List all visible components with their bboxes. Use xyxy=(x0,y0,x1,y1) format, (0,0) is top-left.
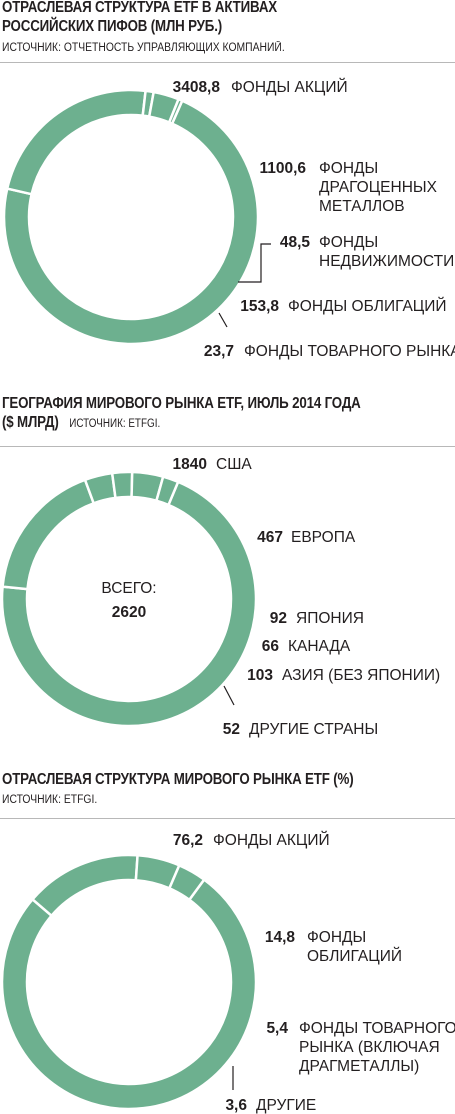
chart-2-labels: 1840 США 467 ЕВРОПА 92 ЯПОНИЯ 66 КАНАДА 103 АЗИЯ … xyxy=(173,456,441,738)
chart-1-category-label-2-line-1: ФОНДЫ xyxy=(319,160,378,177)
chart-2-title: ГЕОГРАФИЯ МИРОВОГО РЫНКА ETF, ИЮЛЬ 2014 … xyxy=(2,394,361,434)
chart-3-title: ОТРАСЛЕВАЯ СТРУКТУРА МИРОВОГО РЫНКА ETF … xyxy=(2,771,354,788)
chart-1-value-label-3: 48,5 xyxy=(280,234,311,251)
chart-3-slice-1 xyxy=(0,877,258,1111)
chart-2-value-label-6: 52 xyxy=(223,721,240,738)
chart-2-value-label-5: 103 xyxy=(247,667,273,684)
chart-2-slice-1 xyxy=(0,480,258,728)
chart-1-value-label-4: 153,8 xyxy=(240,298,279,315)
chart-1-category-label-2-line-3: МЕТАЛЛОВ xyxy=(319,198,405,215)
chart-2-title-line-1: ГЕОГРАФИЯ МИРОВОГО РЫНКА ETF, ИЮЛЬ 2014 … xyxy=(2,395,361,412)
chart-3-value-label-4: 3,6 xyxy=(225,1097,247,1114)
chart-1-category-label-4-line-1: ФОНДЫ ОБЛИГАЦИЙ xyxy=(288,297,447,315)
chart-1-title-line-1: ОТРАСЛЕВАЯ СТРУКТУРА ETF В АКТИВАХ xyxy=(2,0,277,16)
divider-2 xyxy=(0,446,455,447)
chart-3-category-label-3-line-3: ДРАГМЕТАЛЛЫ) xyxy=(299,1058,419,1075)
chart-2-category-label-2-line-1: ЕВРОПА xyxy=(291,529,356,546)
divider-3 xyxy=(0,818,455,819)
chart-2-title-line-2: ($ МЛРД) ИСТОЧНИК: ETFGI. xyxy=(2,413,361,434)
chart-1-slice-1 xyxy=(2,99,260,346)
chart-2-donut: 1840 США 467 ЕВРОПА 92 ЯПОНИЯ 66 КАНАДА 103 АЗИЯ … xyxy=(0,456,441,738)
divider-1 xyxy=(0,62,455,63)
chart-1-category-label-2-line-2: ДРАГОЦЕННЫХ xyxy=(319,179,438,196)
chart-3-value-label-2: 14,8 xyxy=(265,929,296,946)
chart-1-labels: 3408,8 ФОНДЫ АКЦИЙ 1100,6 ФОНДЫ ДРАГОЦЕННЫХ М… xyxy=(173,78,455,360)
chart-2-value-label-4: 66 xyxy=(262,638,280,655)
chart-1-category-label-3-line-2: НЕДВИЖИМОСТИ xyxy=(319,253,454,270)
chart-2-category-label-6-line-1: ДРУГИЕ СТРАНЫ xyxy=(249,721,378,738)
chart-2-title-line-2-text: ($ МЛРД) xyxy=(2,414,59,431)
chart-3-source: ИСТОЧНИК: ETFGI. xyxy=(2,794,98,806)
chart-2-value-label-2: 467 xyxy=(257,529,283,546)
chart-3-slice-4 xyxy=(167,863,206,902)
chart-3-category-label-1-line-1: ФОНДЫ АКЦИЙ xyxy=(213,831,330,849)
chart-3-value-label-1: 76,2 xyxy=(173,832,203,849)
chart-1-value-label-5: 23,7 xyxy=(204,343,234,360)
chart-1-value-label-2: 1100,6 xyxy=(259,160,306,177)
chart-2-category-label-1-line-1: США xyxy=(216,456,252,473)
chart-1-value-label-1: 3408,8 xyxy=(173,79,221,96)
chart-1-slice-5 xyxy=(167,97,184,126)
chart-3-category-label-2-line-2: ОБЛИГАЦИЙ xyxy=(307,947,402,965)
chart-3-value-label-3: 5,4 xyxy=(266,1020,288,1037)
chart-3-slice-2 xyxy=(30,853,139,918)
chart-1-category-label-5-line-1: ФОНДЫ ТОВАРНОГО РЫНКА xyxy=(244,343,455,360)
chart-1-title-line-2: РОССИЙСКИХ ПИФОВ (МЛН РУБ.) xyxy=(2,18,222,35)
chart-2-center-label: ВСЕГО: xyxy=(101,580,156,597)
chart-2-value-label-1: 1840 xyxy=(173,456,207,473)
chart-3-category-label-3-line-2: РЫНКА (ВКЛЮЧАЯ xyxy=(299,1039,440,1056)
chart-3-category-label-3-line-1: ФОНДЫ ТОВАРНОГО xyxy=(299,1020,455,1037)
chart-1-segments xyxy=(2,88,260,346)
chart-3-segments xyxy=(0,853,258,1111)
chart-2-leader-line-6 xyxy=(223,685,235,706)
chart-2-category-label-4-line-1: КАНАДА xyxy=(288,638,351,655)
chart-2-center-value: 2620 xyxy=(112,604,146,621)
chart-2-slice-6 xyxy=(154,475,180,507)
chart-2-category-label-5-line-1: АЗИЯ (БЕЗ ЯПОНИИ) xyxy=(282,667,440,684)
chart-2-value-label-3: 92 xyxy=(270,610,287,627)
chart-1-category-label-3-line-1: ФОНДЫ xyxy=(319,234,378,251)
chart-2-category-label-3-line-1: ЯПОНИЯ xyxy=(296,610,364,627)
chart-1-leader-line-3 xyxy=(238,243,271,283)
chart-2-source: ИСТОЧНИК: ETFGI. xyxy=(69,418,161,430)
chart-3-category-label-2-line-1: ФОНДЫ xyxy=(307,929,366,946)
chart-2-segments xyxy=(0,470,258,728)
chart-1-title: ОТРАСЛЕВАЯ СТРУКТУРА ETF В АКТИВАХ РОССИ… xyxy=(2,0,277,36)
chart-1-category-label-1-line-1: ФОНДЫ АКЦИЙ xyxy=(231,78,348,96)
chart-1-leader-line-5 xyxy=(218,312,228,328)
chart-3-category-label-4-line-1: ДРУГИЕ xyxy=(256,1097,316,1114)
chart-1-source: ИСТОЧНИК: ОТЧЕТНОСТЬ УПРАВЛЯЮЩИХ КОМПАНИ… xyxy=(2,42,285,54)
chart-1-donut: 3408,8 ФОНДЫ АКЦИЙ 1100,6 ФОНДЫ ДРАГОЦЕННЫХ М… xyxy=(2,78,455,360)
